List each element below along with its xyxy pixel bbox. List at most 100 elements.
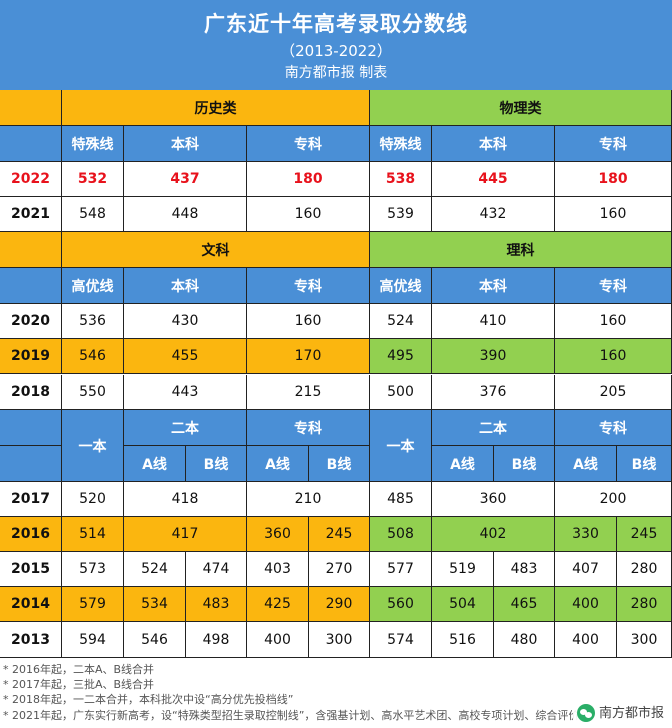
column-header: 二本 bbox=[124, 410, 247, 446]
score-cell: 300 bbox=[309, 622, 370, 658]
year-cell: 2013 bbox=[0, 622, 62, 658]
column-header: B线 bbox=[494, 446, 555, 482]
score-cell: 524 bbox=[370, 304, 432, 339]
year-cell: 2020 bbox=[0, 304, 62, 339]
score-cell: 508 bbox=[370, 517, 432, 552]
score-cell: 180 bbox=[555, 162, 672, 197]
score-cell: 205 bbox=[555, 375, 672, 410]
column-header: 特殊线 bbox=[370, 126, 432, 162]
score-cell: 360 bbox=[432, 482, 555, 517]
score-cell: 480 bbox=[494, 622, 555, 658]
column-header: 专科 bbox=[555, 268, 672, 304]
column-header: A线 bbox=[247, 446, 309, 482]
score-cell: 160 bbox=[555, 339, 672, 374]
score-cell: 573 bbox=[62, 552, 124, 587]
year-cell: 2014 bbox=[0, 587, 62, 622]
score-cell: 504 bbox=[432, 587, 494, 622]
score-cell: 455 bbox=[124, 339, 247, 374]
score-cell: 160 bbox=[247, 304, 370, 339]
score-cell: 245 bbox=[309, 517, 370, 552]
column-header: 高优线 bbox=[62, 268, 124, 304]
column-header: 特殊线 bbox=[62, 126, 124, 162]
column-header: 本科 bbox=[432, 126, 555, 162]
score-cell: 432 bbox=[432, 197, 555, 232]
footnote: * 2016年起，二本A、B线合并 bbox=[3, 663, 155, 676]
score-cell: 514 bbox=[62, 517, 124, 552]
score-cell: 400 bbox=[555, 587, 617, 622]
score-cell: 280 bbox=[617, 587, 672, 622]
score-cell: 200 bbox=[555, 482, 672, 517]
score-cell: 519 bbox=[432, 552, 494, 587]
year-cell: 2022 bbox=[0, 162, 62, 197]
year-cell: 2016 bbox=[0, 517, 62, 552]
score-cell: 280 bbox=[617, 552, 672, 587]
brand-watermark: 南方都市报 bbox=[572, 702, 668, 724]
corner-cell bbox=[0, 126, 62, 162]
score-cell: 536 bbox=[62, 304, 124, 339]
score-cell: 300 bbox=[617, 622, 672, 658]
column-header: 专科 bbox=[555, 410, 672, 446]
score-cell: 574 bbox=[370, 622, 432, 658]
score-cell: 474 bbox=[186, 552, 247, 587]
column-header: A线 bbox=[432, 446, 494, 482]
column-header: B线 bbox=[309, 446, 370, 482]
score-cell: 516 bbox=[432, 622, 494, 658]
score-cell: 425 bbox=[247, 587, 309, 622]
year-cell: 2018 bbox=[0, 375, 62, 410]
column-header: 高优线 bbox=[370, 268, 432, 304]
score-cell: 160 bbox=[247, 197, 370, 232]
watermark-text: 南方都市报 bbox=[598, 705, 664, 721]
score-cell: 360 bbox=[247, 517, 309, 552]
column-header: B线 bbox=[617, 446, 672, 482]
column-header: 本科 bbox=[124, 126, 247, 162]
score-cell: 594 bbox=[62, 622, 124, 658]
corner-cell bbox=[0, 446, 62, 482]
score-cell: 402 bbox=[432, 517, 555, 552]
score-cell: 495 bbox=[370, 339, 432, 374]
score-cell: 245 bbox=[617, 517, 672, 552]
score-cell: 546 bbox=[124, 622, 186, 658]
year-cell: 2019 bbox=[0, 339, 62, 374]
source-credit: 南方都市报 制表 bbox=[284, 65, 388, 81]
column-header: A线 bbox=[124, 446, 186, 482]
score-cell: 539 bbox=[370, 197, 432, 232]
score-cell: 579 bbox=[62, 587, 124, 622]
score-cell: 390 bbox=[432, 339, 555, 374]
score-cell: 210 bbox=[247, 482, 370, 517]
score-cell: 548 bbox=[62, 197, 124, 232]
score-cell: 330 bbox=[555, 517, 617, 552]
score-cell: 448 bbox=[124, 197, 247, 232]
column-header: B线 bbox=[186, 446, 247, 482]
column-header: 二本 bbox=[432, 410, 555, 446]
score-cell: 485 bbox=[370, 482, 432, 517]
column-header: 专科 bbox=[247, 268, 370, 304]
wechat-icon bbox=[576, 704, 595, 722]
score-cell: 290 bbox=[309, 587, 370, 622]
corner-cell bbox=[0, 268, 62, 304]
score-cell: 215 bbox=[247, 375, 370, 410]
category-arts: 文科 bbox=[62, 232, 370, 268]
score-cell: 483 bbox=[186, 587, 247, 622]
score-cell: 465 bbox=[494, 587, 555, 622]
table-header: 广东近十年高考录取分数线 （2013-2022） 南方都市报 制表 bbox=[0, 0, 672, 90]
footnote: * 2018年起，一二本合并，本科批次中设“高分优先投档线” bbox=[3, 693, 294, 706]
column-header: 专科 bbox=[555, 126, 672, 162]
footnote: * 2017年起，三批A、B线合并 bbox=[3, 678, 155, 691]
score-cell: 560 bbox=[370, 587, 432, 622]
score-cell: 430 bbox=[124, 304, 247, 339]
corner-cell bbox=[0, 410, 62, 446]
score-cell: 532 bbox=[62, 162, 124, 197]
column-header: 一本 bbox=[62, 410, 124, 482]
corner-cell bbox=[0, 232, 62, 268]
score-cell: 443 bbox=[124, 375, 247, 410]
score-cell: 410 bbox=[432, 304, 555, 339]
score-cell: 418 bbox=[124, 482, 247, 517]
year-cell: 2015 bbox=[0, 552, 62, 587]
score-cell: 403 bbox=[247, 552, 309, 587]
footnote: * 2021年起，广东实行新高考，设“特殊类型招生录取控制线”，含强基计划、高水… bbox=[3, 709, 580, 722]
score-cell: 498 bbox=[186, 622, 247, 658]
score-cell: 538 bbox=[370, 162, 432, 197]
score-cell: 445 bbox=[432, 162, 555, 197]
score-cell: 577 bbox=[370, 552, 432, 587]
